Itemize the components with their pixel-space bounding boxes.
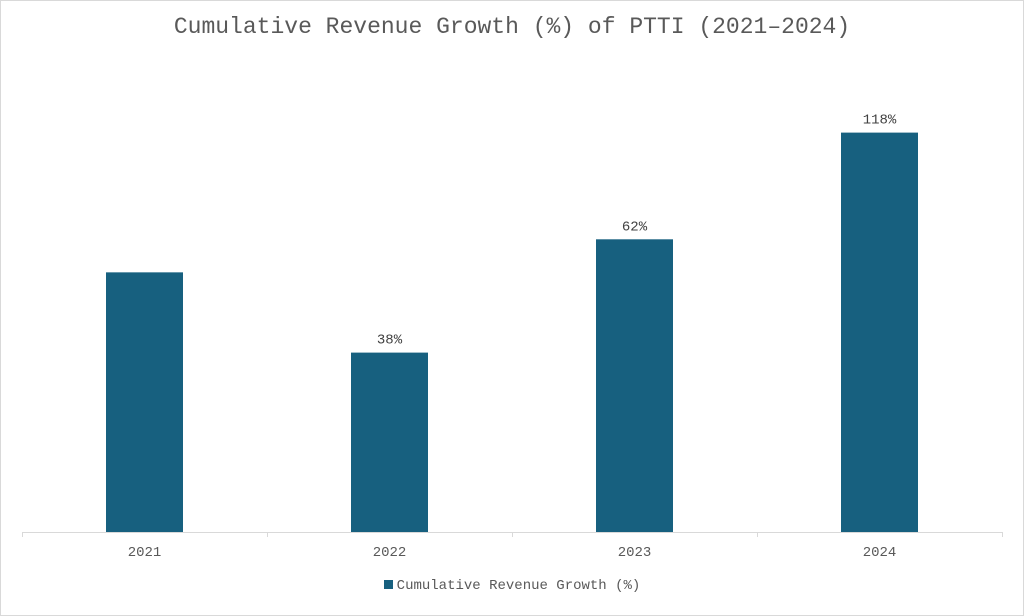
data-label-2022: 38% [377,333,403,349]
legend-swatch [383,580,393,589]
x-tick-label: 2024 [863,545,897,561]
bar-2021 [106,272,183,532]
chart-title: Cumulative Revenue Growth (%) of PTTI (2… [173,14,851,40]
legend-label: Cumulative Revenue Growth (%) [396,578,641,594]
bar-2023 [596,239,673,533]
x-tick-label: 2023 [618,545,652,561]
bar-2024 [841,132,918,532]
x-tick-label: 2021 [128,545,162,561]
bar-2022 [351,352,428,532]
data-label-2023: 62% [622,219,648,235]
x-tick-label: 2022 [373,545,407,561]
legend: Cumulative Revenue Growth (%) [0,578,1024,594]
data-label-2024: 118% [863,113,897,129]
